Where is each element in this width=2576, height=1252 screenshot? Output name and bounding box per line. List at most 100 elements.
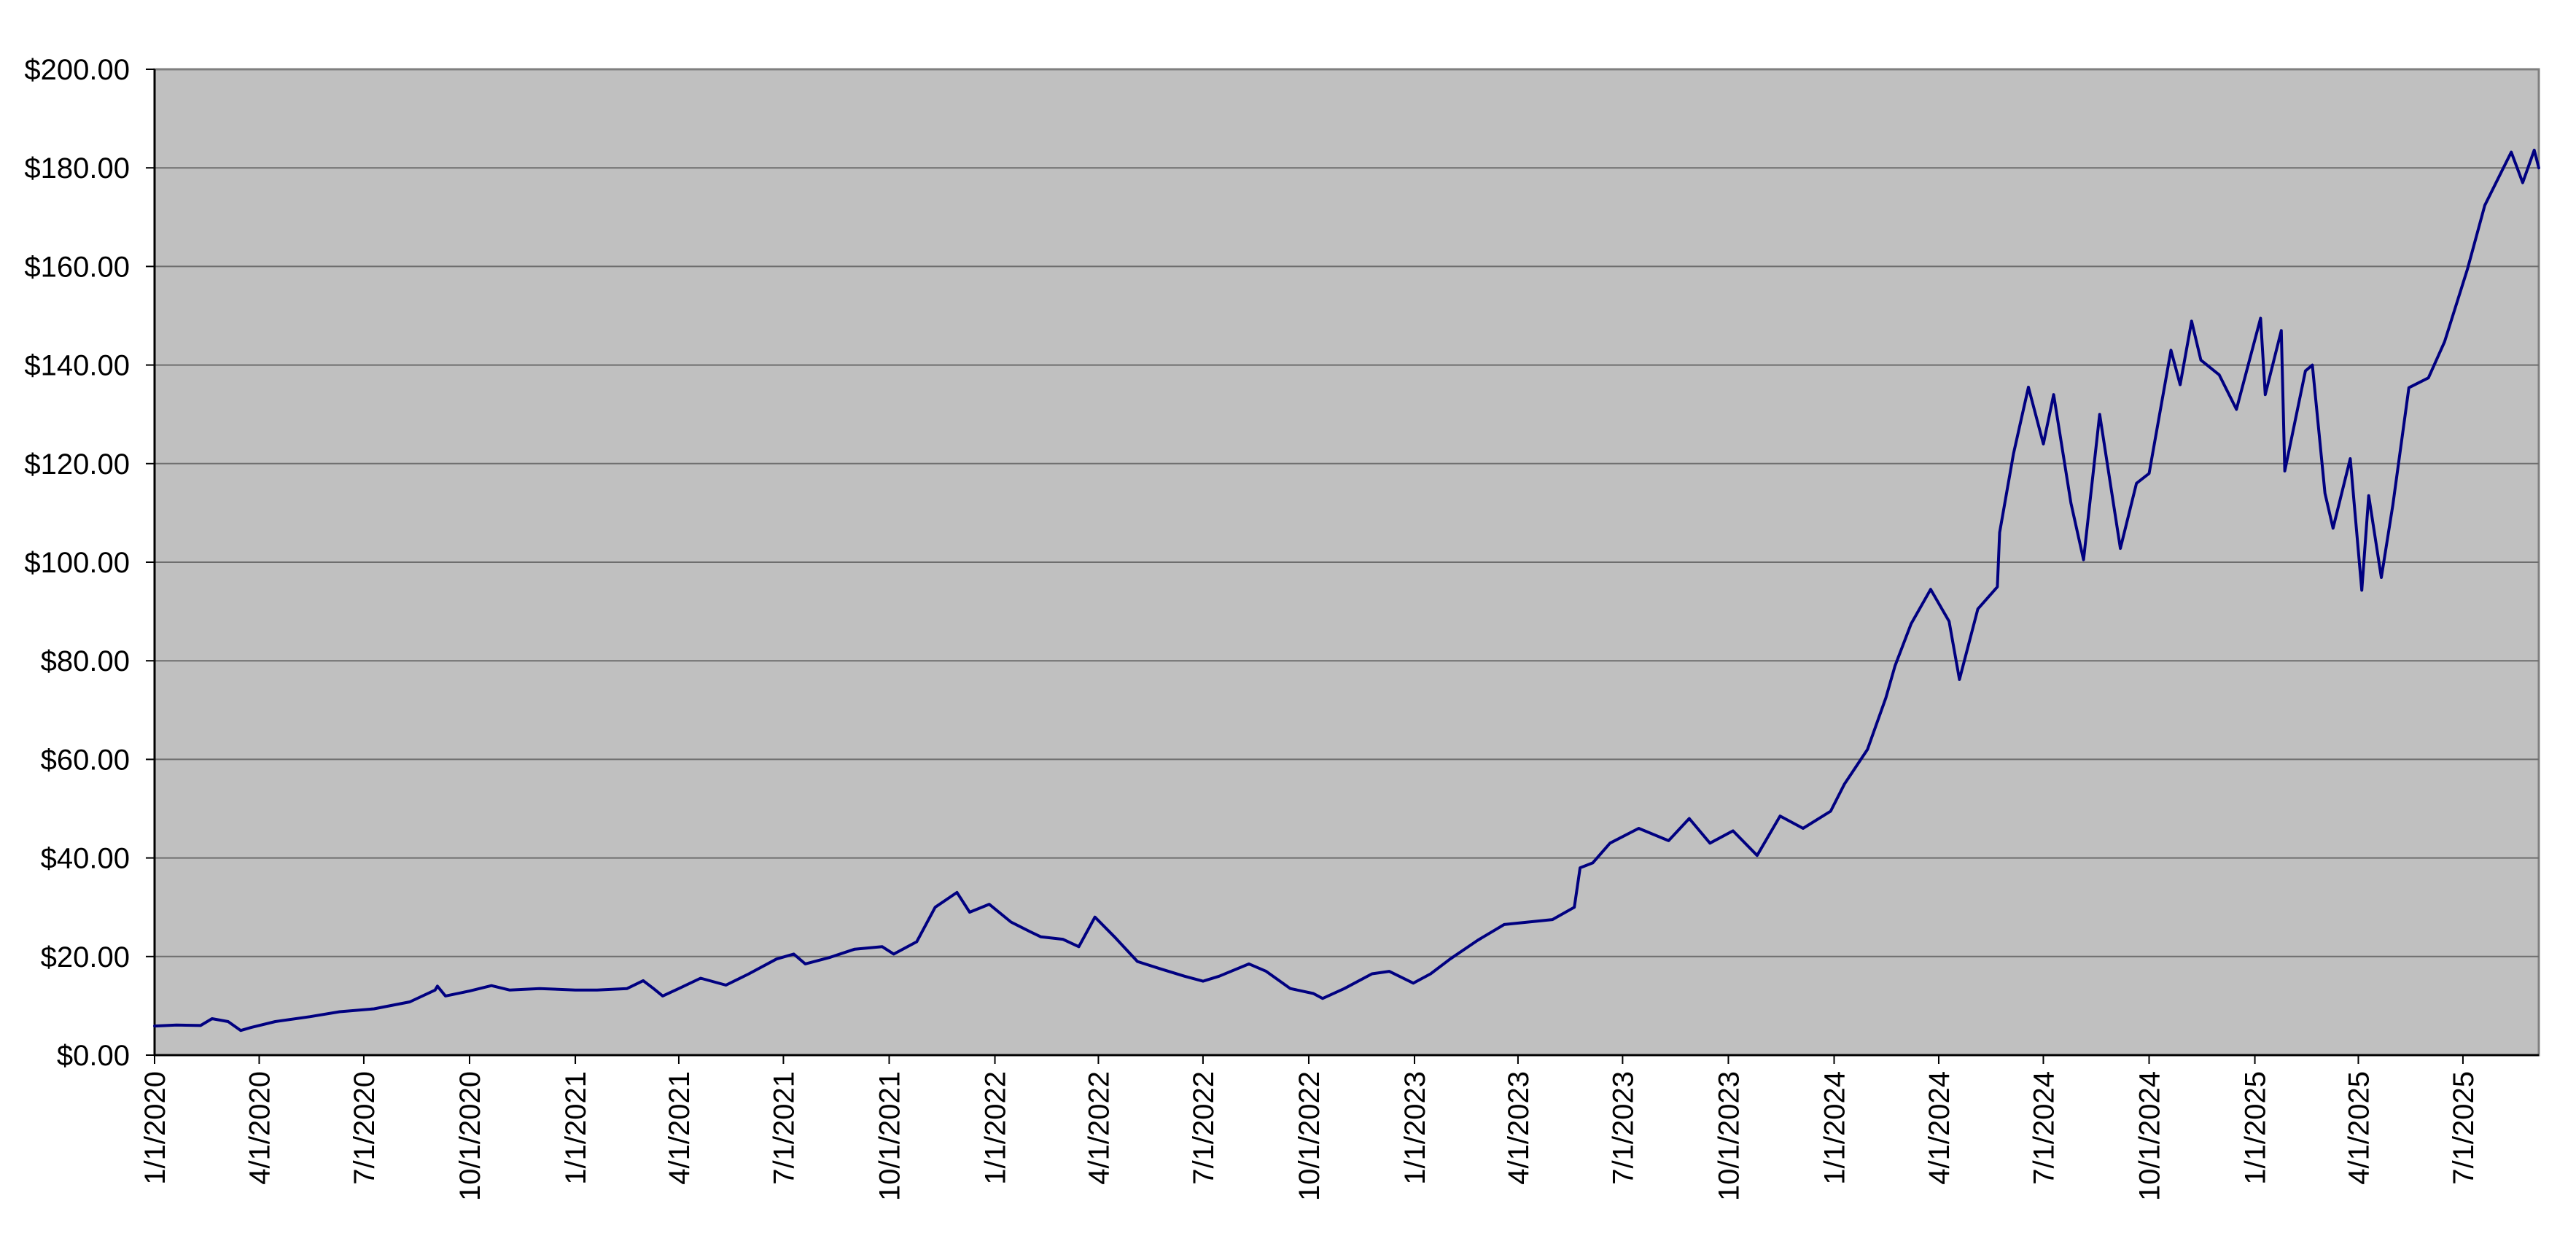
data-point xyxy=(1248,963,1250,965)
data-point xyxy=(1503,924,1505,925)
data-point xyxy=(748,973,750,975)
y-tick-label: $80.00 xyxy=(41,645,130,677)
data-point xyxy=(1732,830,1734,832)
data-point xyxy=(1999,532,2001,534)
x-tick-label: 4/1/2020 xyxy=(244,1071,276,1185)
data-point xyxy=(240,1030,242,1031)
data-point xyxy=(1062,938,1064,940)
data-point xyxy=(2427,377,2429,378)
data-point xyxy=(339,1011,341,1013)
data-point xyxy=(1265,971,1267,972)
x-tick-label: 7/1/2022 xyxy=(1188,1071,1220,1185)
data-point xyxy=(1388,971,1390,972)
data-point xyxy=(1371,973,1373,975)
x-tick-label: 7/1/2020 xyxy=(349,1071,381,1185)
data-point xyxy=(2533,149,2535,151)
y-tick-label: $100.00 xyxy=(24,547,130,579)
data-point xyxy=(176,1024,177,1026)
x-tick-label: 7/1/2021 xyxy=(768,1071,800,1185)
data-point xyxy=(1094,916,1096,918)
data-point xyxy=(793,953,795,955)
data-point xyxy=(2381,577,2382,578)
data-point xyxy=(1183,976,1186,977)
x-tick-label: 1/1/2025 xyxy=(2240,1071,2272,1185)
data-point xyxy=(2265,394,2266,395)
x-tick-label: 1/1/2023 xyxy=(1399,1071,1431,1185)
y-axis: $0.00 $20.00 $40.00 $60.00 $80.00 $100.00 $120… xyxy=(24,54,155,1072)
data-point xyxy=(956,892,958,893)
data-point xyxy=(1202,980,1204,982)
y-tick-label: $180.00 xyxy=(24,152,130,184)
data-point xyxy=(662,995,664,997)
data-point xyxy=(2012,453,2015,455)
data-point xyxy=(2284,470,2286,472)
data-point xyxy=(1756,855,1758,856)
x-tick-label: 10/1/2022 xyxy=(1293,1071,1326,1201)
data-point xyxy=(309,1016,311,1018)
data-point xyxy=(373,1008,375,1010)
data-point xyxy=(1830,810,1832,812)
data-point xyxy=(2311,364,2314,366)
data-point xyxy=(2392,504,2394,506)
data-point xyxy=(491,984,492,987)
data-point xyxy=(1668,840,1670,841)
data-point xyxy=(2349,458,2351,459)
data-point xyxy=(2042,443,2044,445)
data-point xyxy=(437,985,438,987)
data-point xyxy=(2324,492,2326,494)
data-point xyxy=(1996,586,1999,588)
data-point xyxy=(1894,665,1896,666)
data-point xyxy=(1312,992,1315,995)
data-point xyxy=(1977,608,1979,610)
data-point xyxy=(776,958,777,960)
data-point xyxy=(988,903,990,905)
price-series-line xyxy=(153,148,2540,1033)
y-tick-label: $120.00 xyxy=(24,448,130,481)
data-point xyxy=(2148,473,2150,475)
data-point xyxy=(211,1018,213,1019)
data-point xyxy=(154,1025,155,1027)
data-point xyxy=(882,946,883,948)
data-point xyxy=(653,987,655,989)
data-point xyxy=(2136,483,2137,484)
data-point xyxy=(1948,621,1950,622)
data-point xyxy=(2443,341,2445,343)
data-point xyxy=(2484,204,2486,206)
x-tick-label: 4/1/2024 xyxy=(1923,1071,1956,1185)
data-point xyxy=(1322,998,1323,1000)
data-point xyxy=(1450,958,1451,960)
y-tick-label: $20.00 xyxy=(41,941,130,973)
gridlines xyxy=(155,167,2539,957)
data-point xyxy=(1709,842,1711,844)
data-point xyxy=(1137,960,1138,963)
data-point xyxy=(1344,987,1345,989)
data-point xyxy=(2467,268,2468,270)
data-point xyxy=(1412,982,1415,984)
data-point xyxy=(509,989,510,991)
data-point xyxy=(596,989,598,991)
data-point xyxy=(1528,921,1529,923)
data-point xyxy=(2281,330,2282,332)
data-point xyxy=(1030,931,1032,933)
series-layer xyxy=(153,148,2540,1033)
x-tick-label: 10/1/2021 xyxy=(873,1071,906,1201)
data-point xyxy=(893,953,895,955)
data-point xyxy=(1113,936,1116,938)
data-point xyxy=(227,1021,229,1022)
data-point xyxy=(1430,973,1431,975)
data-point xyxy=(2052,394,2055,395)
data-point xyxy=(2218,374,2220,376)
data-point xyxy=(575,989,576,991)
x-tick-label: 1/1/2021 xyxy=(560,1071,592,1185)
data-point xyxy=(2098,413,2101,415)
data-point xyxy=(1078,946,1080,948)
data-point xyxy=(626,987,628,989)
data-point xyxy=(1930,588,1931,590)
x-tick-label: 7/1/2025 xyxy=(2448,1071,2480,1185)
y-tick-label: $60.00 xyxy=(41,744,130,776)
data-point xyxy=(678,987,680,989)
x-tick-label: 4/1/2025 xyxy=(2343,1071,2375,1185)
data-point xyxy=(434,989,436,991)
data-point xyxy=(2082,559,2085,561)
data-point xyxy=(916,941,918,943)
